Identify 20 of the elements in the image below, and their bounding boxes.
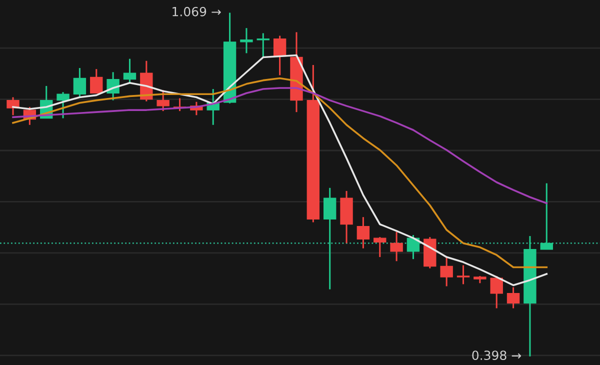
candlestick [273, 35, 286, 76]
candlestick [540, 182, 553, 250]
candlestick [490, 275, 503, 310]
candlestick [390, 231, 403, 262]
candlestick [73, 67, 86, 98]
annotation: 1.069 → [172, 6, 221, 16]
candlestick [240, 27, 253, 54]
candlestick [356, 216, 370, 250]
candlestick [56, 91, 70, 119]
candlestick [156, 89, 170, 112]
candlestick [323, 187, 336, 290]
candlestick [506, 286, 520, 310]
candlestick [374, 236, 386, 258]
annotation: 0.398 → [472, 350, 522, 360]
candlestick [6, 96, 20, 116]
candlestick [406, 234, 420, 260]
candlestick [440, 256, 453, 287]
candlestick [90, 68, 103, 94]
candlestick [123, 58, 136, 84]
candlestick [456, 264, 470, 285]
